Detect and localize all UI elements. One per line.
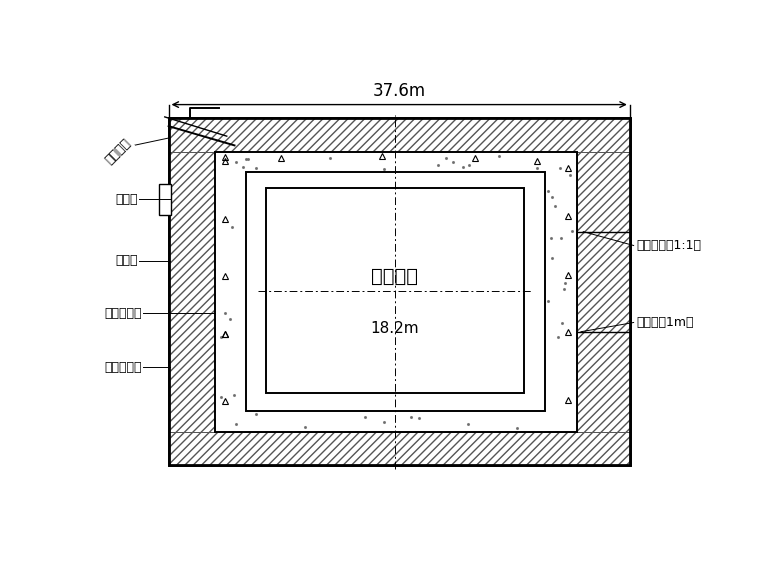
Text: 运输通道: 运输通道 <box>103 136 134 167</box>
Point <box>554 163 566 172</box>
Point <box>542 186 554 195</box>
Point <box>553 332 565 341</box>
Text: 左幅承台: 左幅承台 <box>371 267 418 286</box>
Point <box>439 154 451 163</box>
Point <box>545 234 557 243</box>
Point <box>224 315 236 324</box>
Point <box>559 279 571 288</box>
Point <box>236 162 249 172</box>
Text: 开挖内边线: 开挖内边线 <box>104 307 141 320</box>
Text: 碎落台（1m）: 碎落台（1m） <box>636 316 693 329</box>
Point <box>558 284 570 294</box>
Point <box>457 162 469 172</box>
Point <box>556 319 568 328</box>
Point <box>250 409 262 418</box>
Point <box>531 164 543 173</box>
Point <box>564 170 576 180</box>
Point <box>546 253 558 262</box>
Text: 开挖边坡（1:1）: 开挖边坡（1:1） <box>636 239 701 252</box>
Bar <box>169 432 630 465</box>
Point <box>405 412 417 421</box>
Point <box>324 154 336 163</box>
Point <box>413 413 426 422</box>
Point <box>432 161 444 170</box>
Bar <box>169 119 630 465</box>
Point <box>542 296 554 306</box>
Bar <box>215 152 577 432</box>
Bar <box>577 152 630 432</box>
Point <box>226 222 238 231</box>
Point <box>463 160 475 169</box>
Bar <box>169 152 215 432</box>
Point <box>565 226 578 235</box>
Point <box>549 201 561 210</box>
Point <box>230 157 242 166</box>
Point <box>359 412 371 421</box>
Bar <box>169 119 630 465</box>
Bar <box>160 184 171 215</box>
Text: 37.6m: 37.6m <box>372 82 426 100</box>
Point <box>219 308 231 317</box>
Point <box>249 164 261 173</box>
Point <box>299 422 311 431</box>
Point <box>230 420 242 429</box>
Point <box>242 154 255 164</box>
Text: 截水沟: 截水沟 <box>115 254 138 267</box>
Point <box>378 164 390 173</box>
Point <box>228 391 240 400</box>
Point <box>378 417 390 426</box>
Point <box>215 333 227 342</box>
Point <box>511 424 523 433</box>
Point <box>492 151 505 160</box>
Bar <box>169 119 630 152</box>
Point <box>555 233 567 242</box>
Bar <box>246 172 544 411</box>
Point <box>462 420 474 429</box>
Point <box>240 154 252 164</box>
Point <box>546 192 558 201</box>
Text: 开挖外边线: 开挖外边线 <box>104 361 141 374</box>
Point <box>215 392 227 401</box>
Point <box>447 157 459 166</box>
Text: 18.2m: 18.2m <box>370 320 419 336</box>
Text: 氯水坑: 氯水坑 <box>115 193 138 206</box>
Bar <box>265 188 524 393</box>
